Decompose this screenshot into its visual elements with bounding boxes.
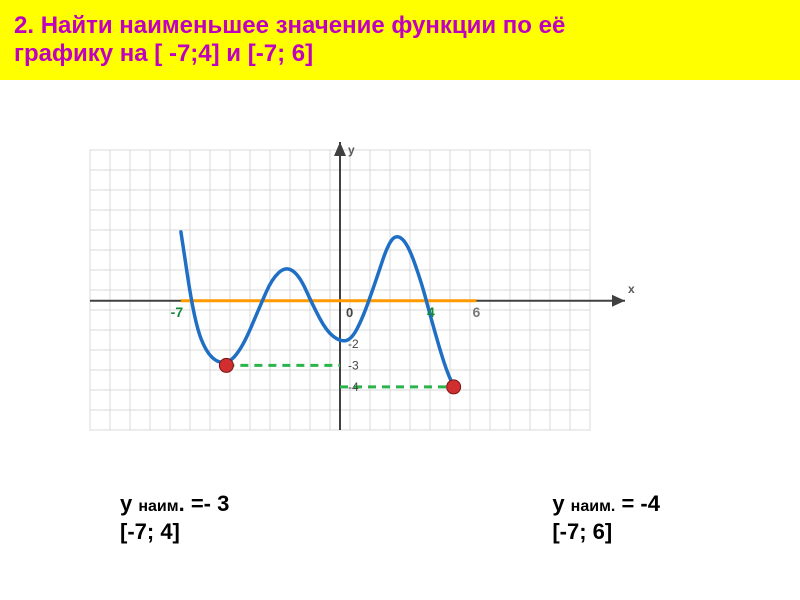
x-axis-label: x [628,282,635,296]
x-tick-label: 6 [472,304,480,320]
ans-right-int: [-7; 6] [552,519,612,544]
ans-right-sub: наим. [571,498,616,515]
task-header: 2. Найти наименьшее значение функции по … [0,0,800,80]
ans-right-y: у [552,491,570,516]
y-axis-arrow-icon [334,142,346,156]
x-tick-label: 4 [427,304,435,320]
ans-left-sub: наим [138,498,178,515]
task-text-1: Найти наименьшее значение функции по её [41,12,566,39]
y-tick-label: -4 [348,380,359,394]
chart-container: xy-7046-2-3-4 [80,140,580,420]
interval-b: [-7; 6] [248,40,313,67]
ans-left-int: [-7; 4] [120,519,180,544]
function-chart: x y -7 0 4 6 -2 -3 -4 [80,140,640,440]
ans-left-y: у [120,491,138,516]
x-tick-label: -7 [171,304,184,320]
task-number: 2. [14,12,41,39]
x-axis-arrow-icon [612,295,625,307]
y-tick-label: -3 [348,358,359,372]
extremum-dot [219,358,233,372]
and-word: и [220,40,248,67]
y-tick-label: -2 [348,337,359,351]
answer-right: у наим. = -4 [-7; 6] [552,490,660,545]
ans-left-val: . =- 3 [179,491,230,516]
task-text-2a: графику на [14,40,154,67]
interval-a: [ -7;4] [154,40,219,67]
answers-row: у наим. =- 3 [-7; 4] у наим. = -4 [-7; 6… [0,490,800,545]
y-axis-label: y [348,143,355,157]
answer-left: у наим. =- 3 [-7; 4] [120,490,229,545]
ans-right-val: = -4 [615,491,660,516]
extremum-dot [447,380,461,394]
x-tick-label: 0 [346,305,353,320]
